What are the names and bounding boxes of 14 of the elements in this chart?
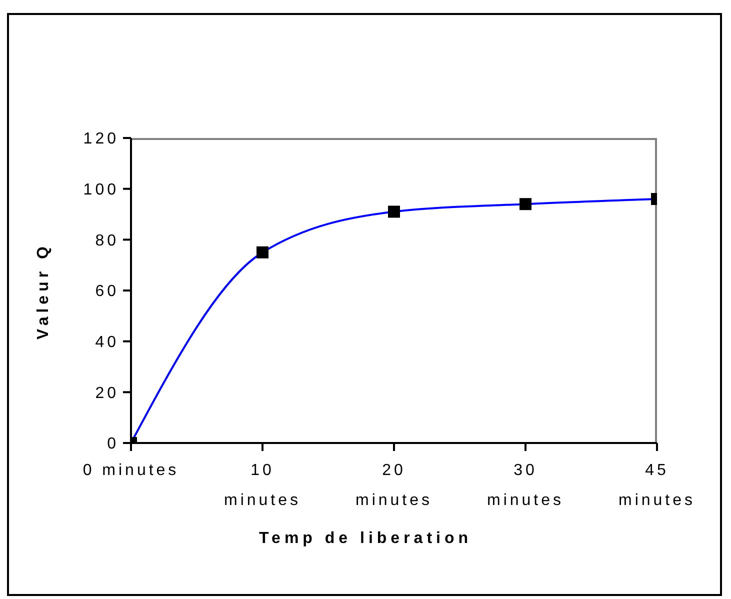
y-axis-title: Valeur Q — [35, 242, 53, 339]
y-tick-label: 60 — [95, 283, 119, 300]
x-tick-label: 0 minutes — [82, 462, 180, 479]
x-tick-label: 30 minutes — [486, 462, 564, 509]
y-tick-label: 40 — [95, 334, 119, 352]
x-tick-label: 20 minutes — [355, 462, 433, 509]
x-tick-label: 45 minutes — [618, 462, 696, 509]
y-tick-label: 100 — [83, 182, 119, 199]
y-tick-label: 80 — [95, 232, 119, 250]
y-tick-label: 0 — [107, 436, 119, 453]
y-tick-label: 120 — [83, 130, 119, 148]
x-axis-title: Temp de liberation — [258, 530, 474, 548]
y-tick-label: 20 — [95, 384, 119, 402]
x-tick-label: 10 minutes — [224, 462, 302, 509]
